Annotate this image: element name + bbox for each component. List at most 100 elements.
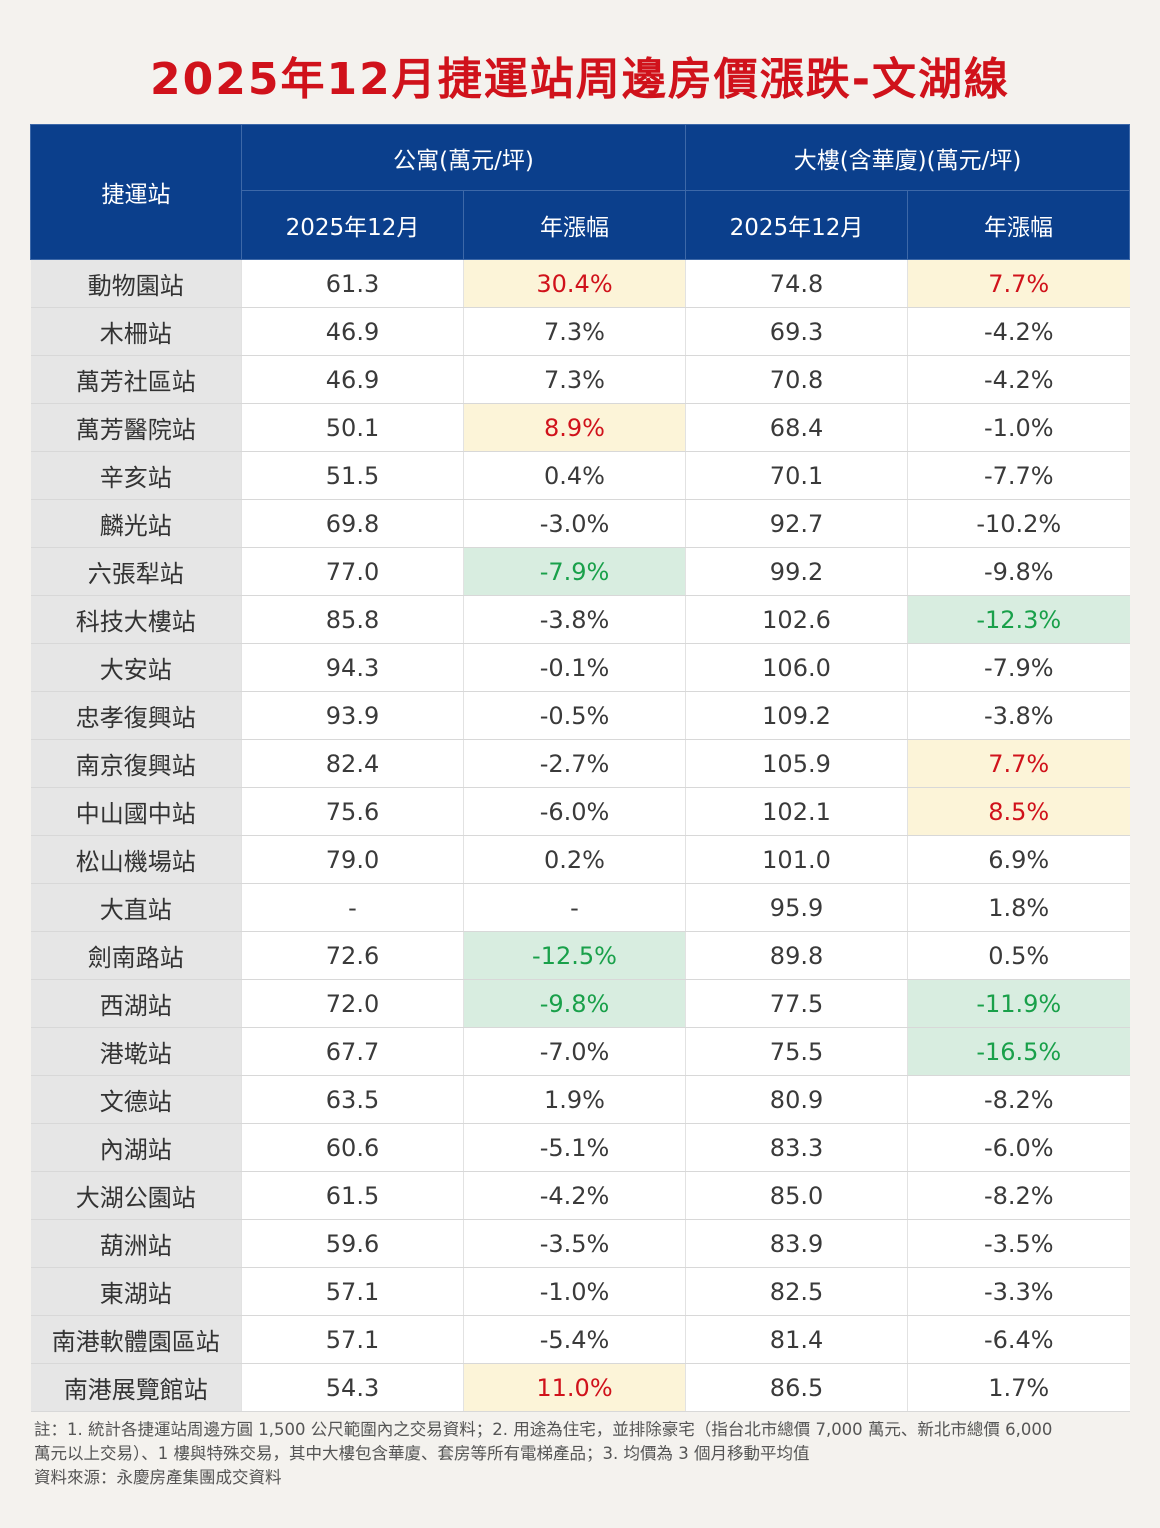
building-change-cell: -3.3% <box>907 1267 1130 1316</box>
apartment-price-cell: 46.9 <box>241 307 464 356</box>
table-row: 南港展覽館站 54.3 11.0% 86.5 1.7% <box>30 1363 1130 1412</box>
apartment-change-cell: -2.7% <box>462 739 686 788</box>
apartment-change-cell: - <box>462 883 686 932</box>
table-row: 東湖站 57.1 -1.0% 82.5 -3.3% <box>30 1267 1130 1316</box>
building-price-cell: 85.0 <box>685 1171 908 1220</box>
building-price-cell: 105.9 <box>685 739 908 788</box>
station-cell: 中山國中站 <box>30 787 242 836</box>
station-cell: 木柵站 <box>30 307 242 356</box>
apartment-change-cell: -12.5% <box>462 931 686 980</box>
table-row: 南港軟體園區站 57.1 -5.4% 81.4 -6.4% <box>30 1315 1130 1364</box>
building-change-cell: -8.2% <box>907 1171 1130 1220</box>
station-cell: 內湖站 <box>30 1123 242 1172</box>
apartment-price-cell: 69.8 <box>241 499 464 548</box>
building-change-cell: 0.5% <box>907 931 1130 980</box>
station-cell: 港墘站 <box>30 1027 242 1076</box>
station-cell: 南港展覽館站 <box>30 1363 242 1412</box>
building-price-cell: 70.8 <box>685 355 908 404</box>
station-cell: 科技大樓站 <box>30 595 242 644</box>
footnote-line: 註：1. 統計各捷運站周邊方圓 1,500 公尺範圍內之交易資料；2. 用途為住… <box>34 1420 1053 1439</box>
price-table: 捷運站 公寓(萬元/坪) 大樓(含華廈)(萬元/坪) 2025年12月 年漲幅 … <box>30 124 1131 1412</box>
building-price-cell: 77.5 <box>685 979 908 1028</box>
footnote-line: 萬元以上交易）、1 樓與特殊交易，其中大樓包含華廈、套房等所有電梯產品；3. 均… <box>34 1444 810 1463</box>
header-apartment: 公寓(萬元/坪) <box>240 124 687 191</box>
station-cell: 西湖站 <box>30 979 242 1028</box>
apartment-price-cell: 57.1 <box>241 1267 464 1316</box>
building-price-cell: 109.2 <box>685 691 908 740</box>
station-cell: 大安站 <box>30 643 242 692</box>
apartment-change-cell: -9.8% <box>462 979 686 1028</box>
building-price-cell: 89.8 <box>685 931 908 980</box>
building-price-cell: 102.6 <box>685 595 908 644</box>
station-cell: 劍南路站 <box>30 931 242 980</box>
building-change-cell: -9.8% <box>907 547 1130 596</box>
table-row: 大直站 - -95.9 1.8% <box>30 883 1130 932</box>
apartment-price-cell: 93.9 <box>241 691 464 740</box>
station-cell: 東湖站 <box>30 1267 242 1316</box>
apartment-price-cell: 61.5 <box>241 1171 464 1220</box>
building-change-cell: -6.0% <box>907 1123 1130 1172</box>
header-station: 捷運站 <box>30 124 242 260</box>
table-row: 葫洲站 59.6 -3.5% 83.9 -3.5% <box>30 1219 1130 1268</box>
apartment-price-cell: 79.0 <box>241 835 464 884</box>
table-row: 文德站 63.5 1.9% 80.9 -8.2% <box>30 1075 1130 1124</box>
building-price-cell: 82.5 <box>685 1267 908 1316</box>
apartment-price-cell: 94.3 <box>241 643 464 692</box>
table-body: 動物園站 61.3 30.4% 74.8 7.7% 木柵站 46.9 7.3% 69.3 -4.2… <box>30 259 1130 1412</box>
table-row: 松山機場站 79.0 0.2% 101.0 6.9% <box>30 835 1130 884</box>
apartment-change-cell: 7.3% <box>462 307 686 356</box>
building-change-cell: -3.8% <box>907 691 1130 740</box>
station-cell: 松山機場站 <box>30 835 242 884</box>
station-cell: 麟光站 <box>30 499 242 548</box>
station-cell: 忠孝復興站 <box>30 691 242 740</box>
building-change-cell: 7.7% <box>907 739 1130 788</box>
building-price-cell: 102.1 <box>685 787 908 836</box>
building-change-cell: 8.5% <box>907 787 1130 836</box>
header-bld-change: 年漲幅 <box>907 190 1131 260</box>
apartment-change-cell: -7.0% <box>462 1027 686 1076</box>
building-price-cell: 86.5 <box>685 1363 908 1412</box>
table-row: 大湖公園站 61.5 -4.2% 85.0 -8.2% <box>30 1171 1130 1220</box>
table-row: 內湖站 60.6 -5.1% 83.3 -6.0% <box>30 1123 1130 1172</box>
building-price-cell: 68.4 <box>685 403 908 452</box>
station-cell: 大湖公園站 <box>30 1171 242 1220</box>
building-change-cell: -10.2% <box>907 499 1130 548</box>
building-change-cell: 1.8% <box>907 883 1130 932</box>
apartment-price-cell: 72.6 <box>241 931 464 980</box>
table-row: 中山國中站 75.6 -6.0% 102.1 8.5% <box>30 787 1130 836</box>
station-cell: 辛亥站 <box>30 451 242 500</box>
building-change-cell: -12.3% <box>907 595 1130 644</box>
building-change-cell: 1.7% <box>907 1363 1130 1412</box>
table-row: 科技大樓站 85.8 -3.8% 102.6 -12.3% <box>30 595 1130 644</box>
apartment-change-cell: -5.1% <box>462 1123 686 1172</box>
table-row: 麟光站 69.8 -3.0% 92.7 -10.2% <box>30 499 1130 548</box>
table-row: 六張犁站 77.0 -7.9% 99.2 -9.8% <box>30 547 1130 596</box>
apartment-price-cell: 85.8 <box>241 595 464 644</box>
table-row: 萬芳醫院站 50.1 8.9% 68.4 -1.0% <box>30 403 1130 452</box>
station-cell: 文德站 <box>30 1075 242 1124</box>
building-price-cell: 74.8 <box>685 259 908 308</box>
apartment-change-cell: -3.0% <box>462 499 686 548</box>
building-price-cell: 81.4 <box>685 1315 908 1364</box>
apartment-price-cell: 50.1 <box>241 403 464 452</box>
apartment-price-cell: 75.6 <box>241 787 464 836</box>
apartment-change-cell: 11.0% <box>462 1363 686 1412</box>
apartment-price-cell: 46.9 <box>241 355 464 404</box>
apartment-price-cell: 59.6 <box>241 1219 464 1268</box>
table-row: 木柵站 46.9 7.3% 69.3 -4.2% <box>30 307 1130 356</box>
station-cell: 萬芳社區站 <box>30 355 242 404</box>
building-price-cell: 83.3 <box>685 1123 908 1172</box>
table-row: 港墘站 67.7 -7.0% 75.5 -16.5% <box>30 1027 1130 1076</box>
apartment-change-cell: -0.1% <box>462 643 686 692</box>
header-building: 大樓(含華廈)(萬元/坪) <box>685 124 1131 191</box>
building-change-cell: -6.4% <box>907 1315 1130 1364</box>
table-row: 動物園站 61.3 30.4% 74.8 7.7% <box>30 259 1130 308</box>
station-cell: 萬芳醫院站 <box>30 403 242 452</box>
page-title: 2025年12月捷運站周邊房價漲跌-文湖線 <box>150 54 1010 105</box>
building-price-cell: 106.0 <box>685 643 908 692</box>
station-cell: 南港軟體園區站 <box>30 1315 242 1364</box>
header-bld-date: 2025年12月 <box>685 190 909 260</box>
building-price-cell: 95.9 <box>685 883 908 932</box>
station-cell: 六張犁站 <box>30 547 242 596</box>
apartment-price-cell: 54.3 <box>241 1363 464 1412</box>
